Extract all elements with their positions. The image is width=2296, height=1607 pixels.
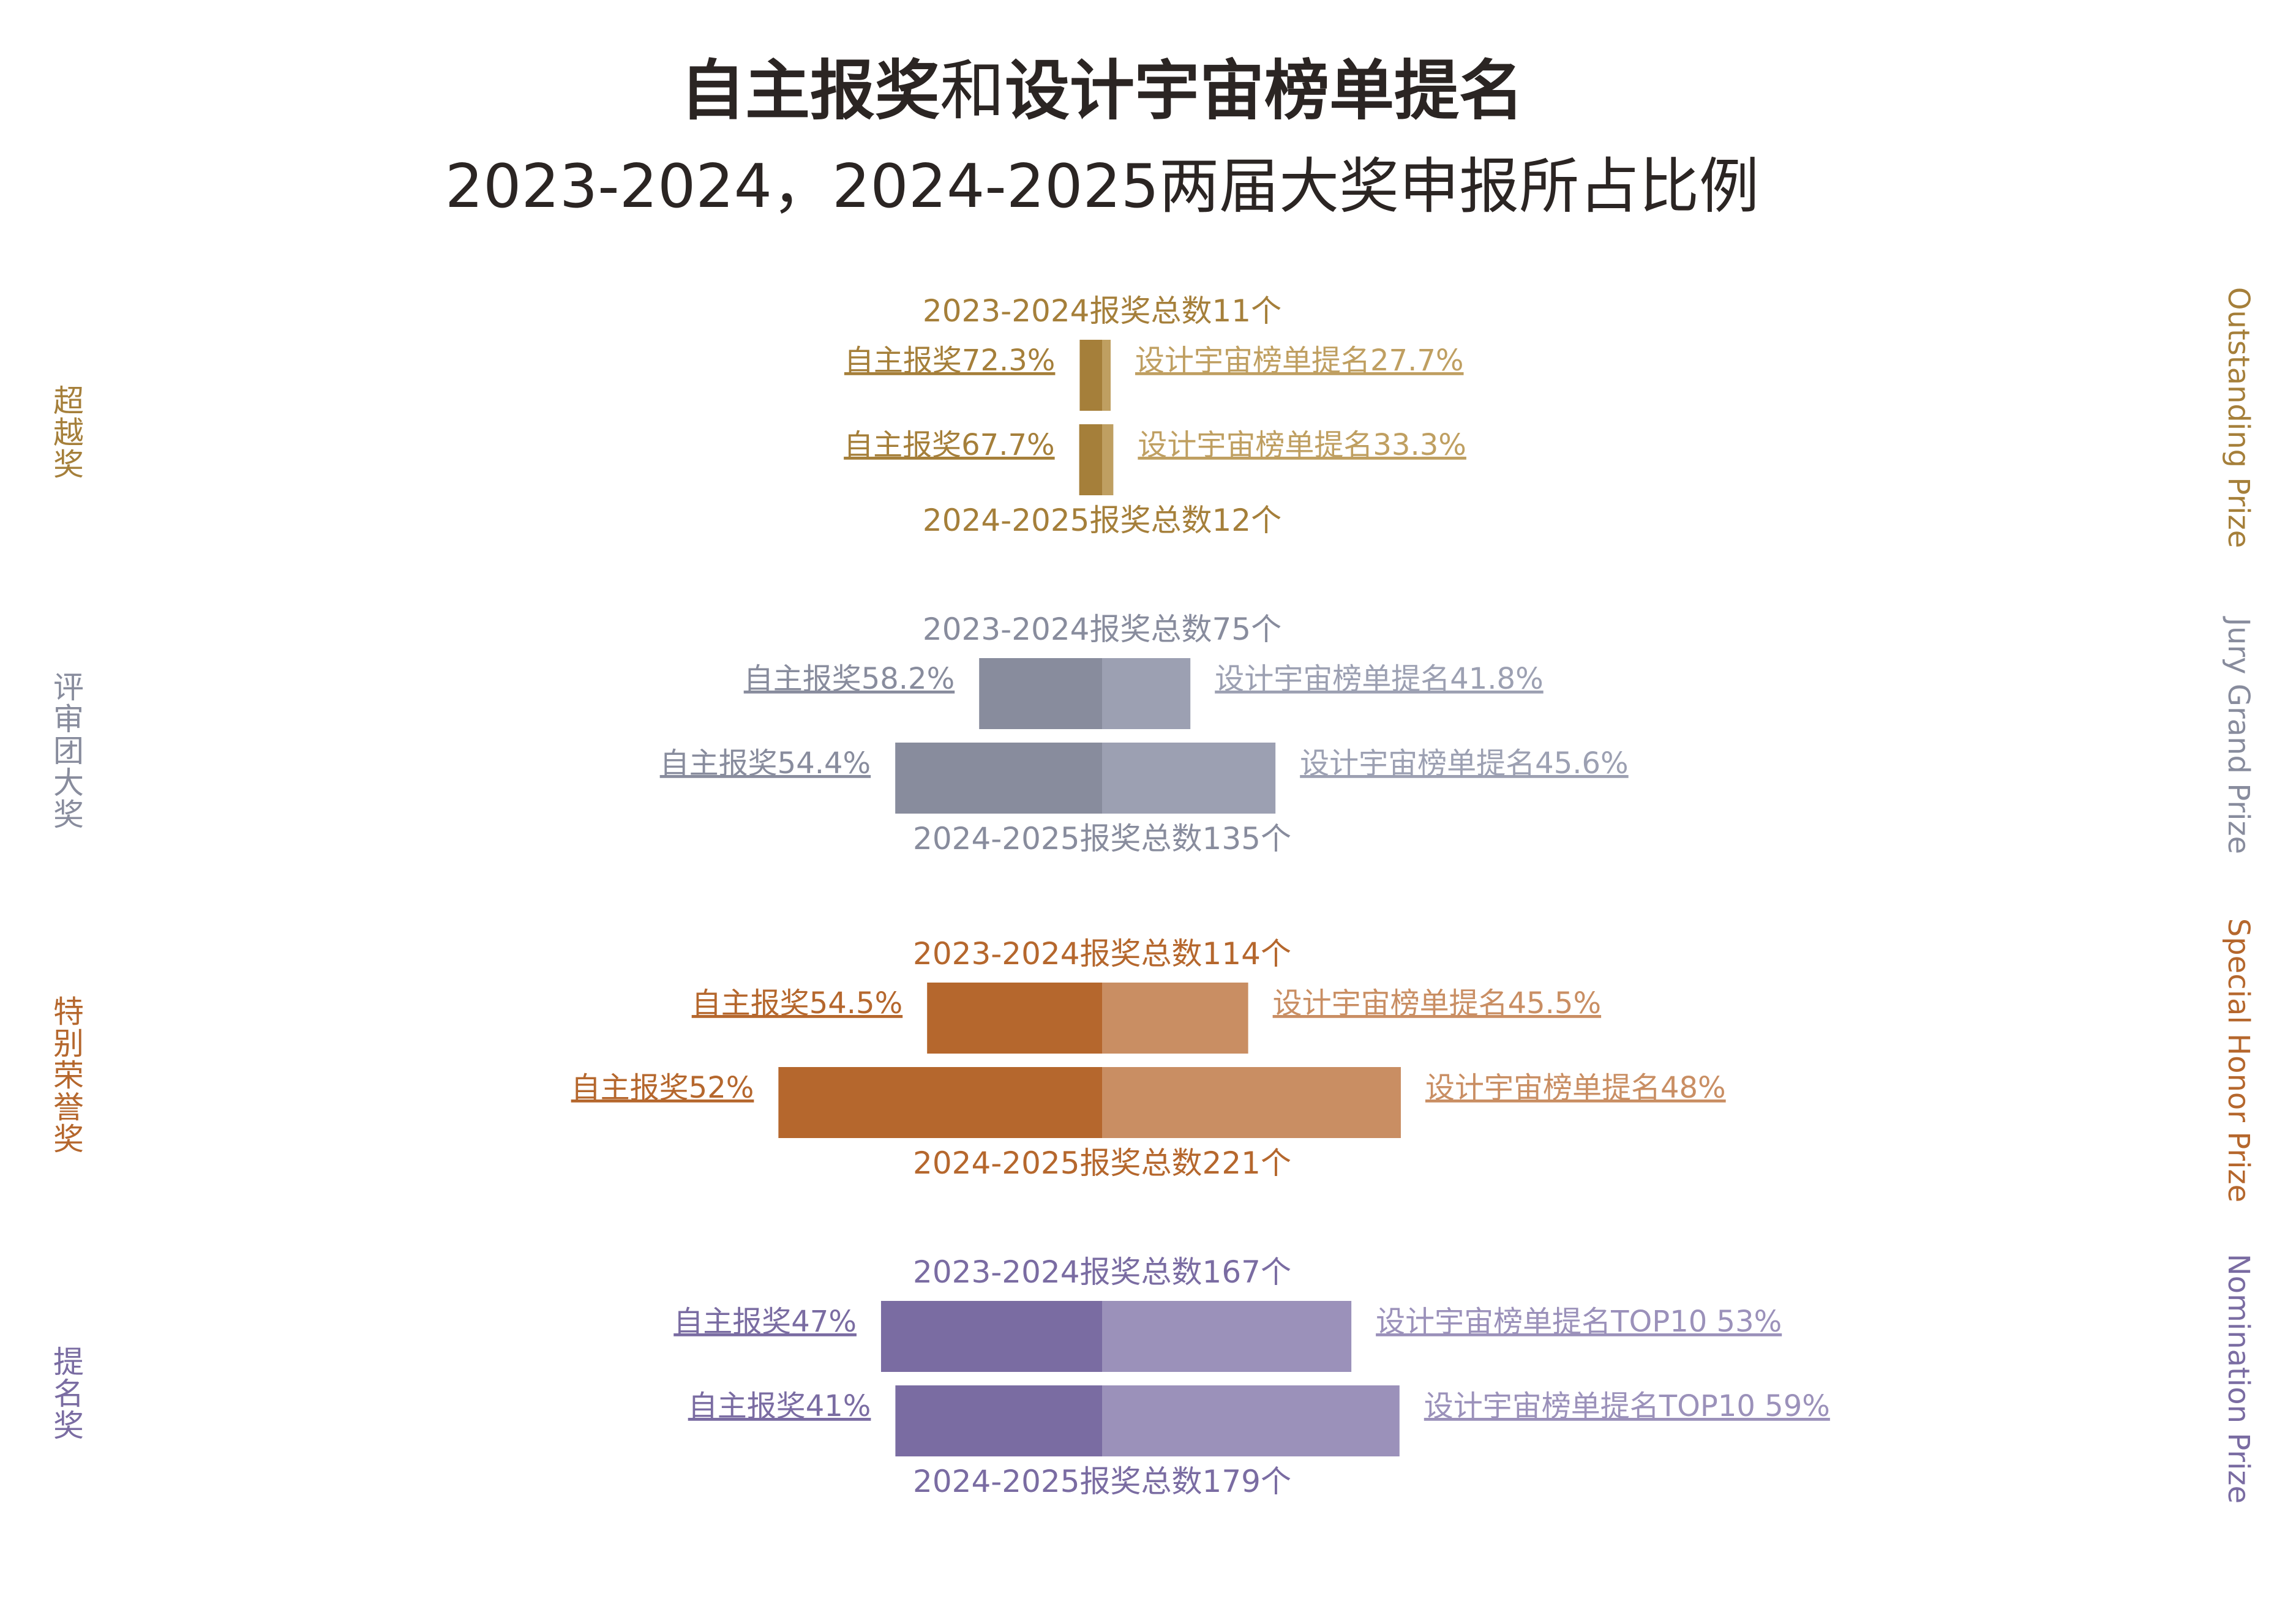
- label-self-0-0: 自主报奖72.3%: [844, 343, 1056, 378]
- group-0: 超越奖 Outstanding Prize 自主报奖72.3% 设计宇宙榜单提名27.…: [53, 287, 2256, 549]
- title-part-self: 自主报奖: [680, 53, 940, 129]
- label-self-1-1: 自主报奖54.4%: [660, 746, 871, 781]
- group-label-cn: 提名奖: [53, 1344, 84, 1444]
- title-part-and: 和: [940, 53, 1005, 129]
- group-label-en: Jury Grand Prize: [2221, 616, 2256, 854]
- label-nomination-1-1: 设计宇宙榜单提名45.6%: [1300, 746, 1629, 781]
- group-label-en: Nomination Prize: [2221, 1254, 2256, 1504]
- group-3: 提名奖 Nomination Prize 自主报奖47% 设计宇宙榜单提名TOP10 …: [53, 1254, 2256, 1504]
- label-self-1-0: 自主报奖58.2%: [744, 662, 955, 696]
- group-1: 评审团大奖 Jury Grand Prize 自主报奖58.2% 设计宇宙榜单提名41…: [53, 612, 2256, 856]
- label-nomination-1-0: 设计宇宙榜单提名41.8%: [1215, 662, 1544, 696]
- label-self-0-1: 自主报奖67.7%: [844, 428, 1055, 462]
- label-nomination-3-1: 设计宇宙榜单提名TOP10 59%: [1424, 1389, 1830, 1423]
- group-label-cn: 评审团大奖: [53, 670, 84, 833]
- bar-self-2-1: [778, 1067, 1102, 1138]
- label-self-2-0: 自主报奖54.5%: [692, 986, 903, 1021]
- group-label-en: Outstanding Prize: [2221, 287, 2256, 549]
- bar-nomination-2-1: [1102, 1067, 1401, 1138]
- bar-self-3-0: [880, 1301, 1102, 1372]
- chart-groups: 超越奖 Outstanding Prize 自主报奖72.3% 设计宇宙榜单提名27.…: [53, 287, 2256, 1504]
- bar-nomination-0-1: [1102, 424, 1114, 495]
- label-nomination-0-1: 设计宇宙榜单提名33.3%: [1138, 428, 1466, 462]
- total-label-0-0: 2023-2024报奖总数11个: [923, 293, 1281, 329]
- bar-nomination-3-1: [1102, 1385, 1400, 1456]
- bar-nomination-1-1: [1102, 743, 1276, 814]
- label-self-3-0: 自主报奖47%: [673, 1305, 857, 1339]
- total-label-3-1: 2024-2025报奖总数179个: [913, 1464, 1291, 1499]
- label-nomination-2-0: 设计宇宙榜单提名45.5%: [1273, 986, 1602, 1021]
- group-label-cn: 超越奖: [53, 383, 84, 482]
- bar-self-0-1: [1079, 424, 1102, 495]
- bar-self-3-1: [895, 1385, 1102, 1456]
- bar-nomination-2-0: [1102, 983, 1248, 1054]
- chart-title-line2: 2023-2024，2024-2025两届大奖申报所占比例: [445, 152, 1759, 222]
- total-label-0-1: 2024-2025报奖总数12个: [923, 503, 1281, 538]
- total-label-2-0: 2023-2024报奖总数114个: [913, 936, 1291, 972]
- bar-self-1-1: [895, 743, 1102, 814]
- title-part-nomination: 设计宇宙榜单提名: [1005, 53, 1524, 129]
- label-nomination-3-0: 设计宇宙榜单提名TOP10 53%: [1376, 1305, 1782, 1339]
- total-label-1-0: 2023-2024报奖总数75个: [923, 612, 1281, 647]
- chart-title-line1: 自主报奖和设计宇宙榜单提名: [680, 53, 1524, 129]
- label-nomination-2-1: 设计宇宙榜单提名48%: [1425, 1071, 1726, 1105]
- bar-self-0-0: [1079, 340, 1102, 411]
- bar-nomination-1-0: [1102, 658, 1191, 729]
- bar-self-2-0: [927, 983, 1102, 1054]
- bar-self-1-0: [979, 658, 1102, 729]
- total-label-2-1: 2024-2025报奖总数221个: [913, 1145, 1291, 1181]
- label-nomination-0-0: 设计宇宙榜单提名27.7%: [1135, 343, 1463, 378]
- total-label-3-0: 2023-2024报奖总数167个: [913, 1254, 1291, 1290]
- bar-nomination-0-0: [1102, 340, 1111, 411]
- label-self-2-1: 自主报奖52%: [571, 1071, 754, 1105]
- bar-nomination-3-0: [1102, 1301, 1352, 1372]
- label-self-3-1: 自主报奖41%: [688, 1389, 871, 1423]
- group-label-cn: 特别荣誉奖: [53, 994, 84, 1157]
- group-2: 特别荣誉奖 Special Honor Prize 自主报奖54.5% 设计宇宙榜单提…: [53, 918, 2256, 1202]
- group-label-en: Special Honor Prize: [2221, 918, 2256, 1202]
- total-label-1-1: 2024-2025报奖总数135个: [913, 821, 1291, 856]
